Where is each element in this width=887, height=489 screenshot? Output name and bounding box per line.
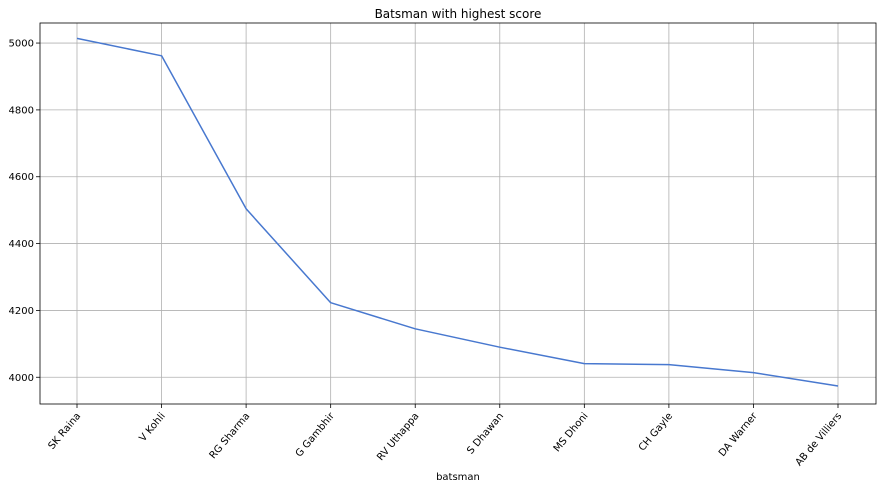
y-tick-label: 4000 xyxy=(9,373,34,384)
x-axis-title: batsman xyxy=(436,472,480,483)
y-tick-label: 4400 xyxy=(9,239,34,250)
series-layer xyxy=(76,37,839,387)
y-tick-label: 4800 xyxy=(9,105,34,116)
y-tick-label: 4200 xyxy=(9,306,34,317)
plot-frame xyxy=(39,22,877,405)
y-tick-label: 4600 xyxy=(9,172,34,183)
series-line xyxy=(76,37,839,387)
grid xyxy=(40,23,876,404)
y-axis: 4000 4200 4400 4600 4800 5000 xyxy=(9,39,40,384)
chart-title: Batsman with highest score xyxy=(375,7,542,21)
y-tick-label: 5000 xyxy=(9,39,34,50)
